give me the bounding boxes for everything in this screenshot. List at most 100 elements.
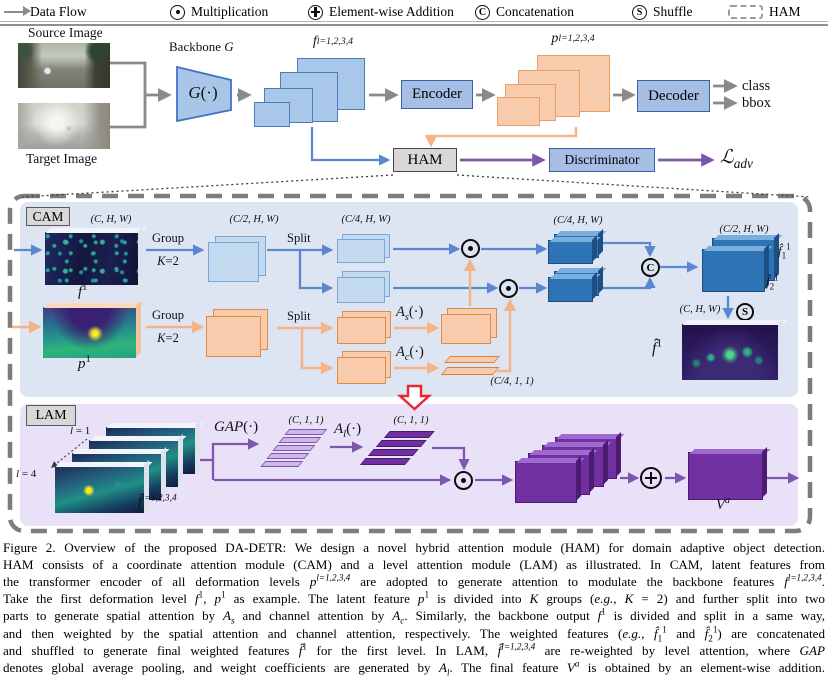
fhat1-1-label: f̂11 [778,241,791,261]
gap-vector-bar [266,453,310,459]
level-weight-bar [360,458,411,465]
decoder-label: Decoder [648,87,699,104]
dim-c2hw-label: (C/2, H, W) [719,224,769,235]
adversarial-loss-label: ℒadv [720,147,753,171]
legend-label: Shuffle [653,4,693,19]
split-label: Split [287,309,311,323]
multiply-icon [461,239,480,258]
spatial-attention-slab [441,314,491,344]
ham-dashed-boundary [7,193,813,534]
dim-chw-label: (C, H, W) [90,214,132,225]
cam-panel [20,202,798,397]
encoder-box: Encoder [401,80,473,109]
legend-divider [0,21,828,26]
cam-tag-label: CAM [32,208,64,224]
caption-line: Take the first deformation level f1, p1 … [3,589,825,607]
legend-item-shuffle: S Shuffle [632,3,693,21]
dim-c4hw-label: (C/4, H, W) [341,214,391,225]
feature-map-f [254,102,290,127]
source-image [18,43,110,88]
latent-map-p [497,97,540,126]
ham-label: HAM [407,151,443,168]
concat-icon: C [641,258,660,277]
legend-item-concatenation: C Concatenation [475,3,574,21]
add-icon [308,4,323,20]
k2-label: K =2 [157,254,179,268]
red-expand-arrow [396,384,433,411]
lam-tag: LAM [26,405,76,426]
dim-c4hw-label: (C/4, H, W) [553,215,603,226]
caption-line: parts to generate spatial attention by A… [3,607,825,626]
discriminator-label: Discriminator [564,152,640,167]
concat-output-slab [702,249,765,292]
fhat1-heatmap [682,324,778,380]
p1-heatmap [43,307,136,358]
backbone-trapezoid [176,65,232,123]
discriminator-box: Discriminator [549,148,655,172]
target-image-label: Target Image [26,151,98,166]
group-label: Group [152,308,184,322]
dotted-expansion-lines [21,174,811,198]
legend-label: Element-wise Addition [329,4,454,19]
gap-vector-bar [260,461,304,467]
blue-feature-arrows [14,127,734,320]
gap-vector-bar [284,429,328,435]
class-output-label: class [742,78,771,94]
legend-item-ham: HAM [728,3,801,21]
f1-heatmap [45,232,138,285]
dim-c2hw-label: (C/2, H, W) [229,214,279,225]
multiply-icon [454,471,473,490]
source-image-label: Source Image [28,25,103,40]
f-split-slab [337,239,385,263]
shuffle-icon: S [632,4,647,20]
fhat1-label: f̂1 [652,337,663,357]
p-multi-label: p l=1,2,3,4 [551,31,595,46]
legend-label: Data Flow [30,4,87,19]
f-multi-label: f l=1,2,3,4 [312,34,354,49]
legend-label: Concatenation [496,4,574,19]
weighted-f-slab [548,240,593,264]
f-group-slab [208,242,259,282]
multiply-icon [170,4,185,20]
k2-label: K =2 [157,331,179,345]
multiply-icon [499,279,518,298]
level-weight-bar [384,431,435,438]
lam-tag-label: LAM [35,407,67,423]
channel-attention-bar [444,356,500,363]
bbox-output-label: bbox [742,95,771,111]
target-image [18,103,110,149]
group-label: Group [152,231,184,245]
arrow-right-icon [4,6,31,17]
level-order-dotted-arrow [50,438,88,468]
p-split-slab [337,317,386,344]
caption-line: Figure 2. Overview of the proposed DA-DE… [3,540,825,555]
level-4-label: l = 4 [16,468,37,480]
channel-attention-fn: Ac(·) [396,344,424,363]
p1-label: p1 [78,354,91,372]
caption-line: denotes global average pooling, and weig… [3,658,825,678]
legend-item-addition: Element-wise Addition [308,3,454,21]
gap-fn-label: GAP(·) [214,419,259,435]
spatial-attention-fn: As(·) [396,304,424,323]
orange-latent-arrows [12,127,578,375]
encoder-label: Encoder [412,86,462,102]
level-1-label: l = 1 [70,425,91,437]
level-attention-fn: Al(·) [334,421,362,440]
p-group-slab [206,316,261,357]
channel-attention-bar [440,367,500,375]
dim-c411-label: (C/4, 1, 1) [490,376,534,387]
legend-label: HAM [769,4,801,19]
ham-box: HAM [393,148,457,172]
decoder-box: Decoder [637,80,710,112]
gap-vector-bar [272,445,316,451]
backbone-title: Backbone G [169,39,234,54]
level-weight-bar [376,440,427,447]
legend-item-multiplication: Multiplication [170,3,268,21]
add-icon [640,467,662,489]
p-split-slab [337,357,386,384]
final-feature-slab [688,452,763,500]
caption-line: HAM consists of a coordinate attention m… [3,557,825,573]
split-label: Split [287,231,311,245]
